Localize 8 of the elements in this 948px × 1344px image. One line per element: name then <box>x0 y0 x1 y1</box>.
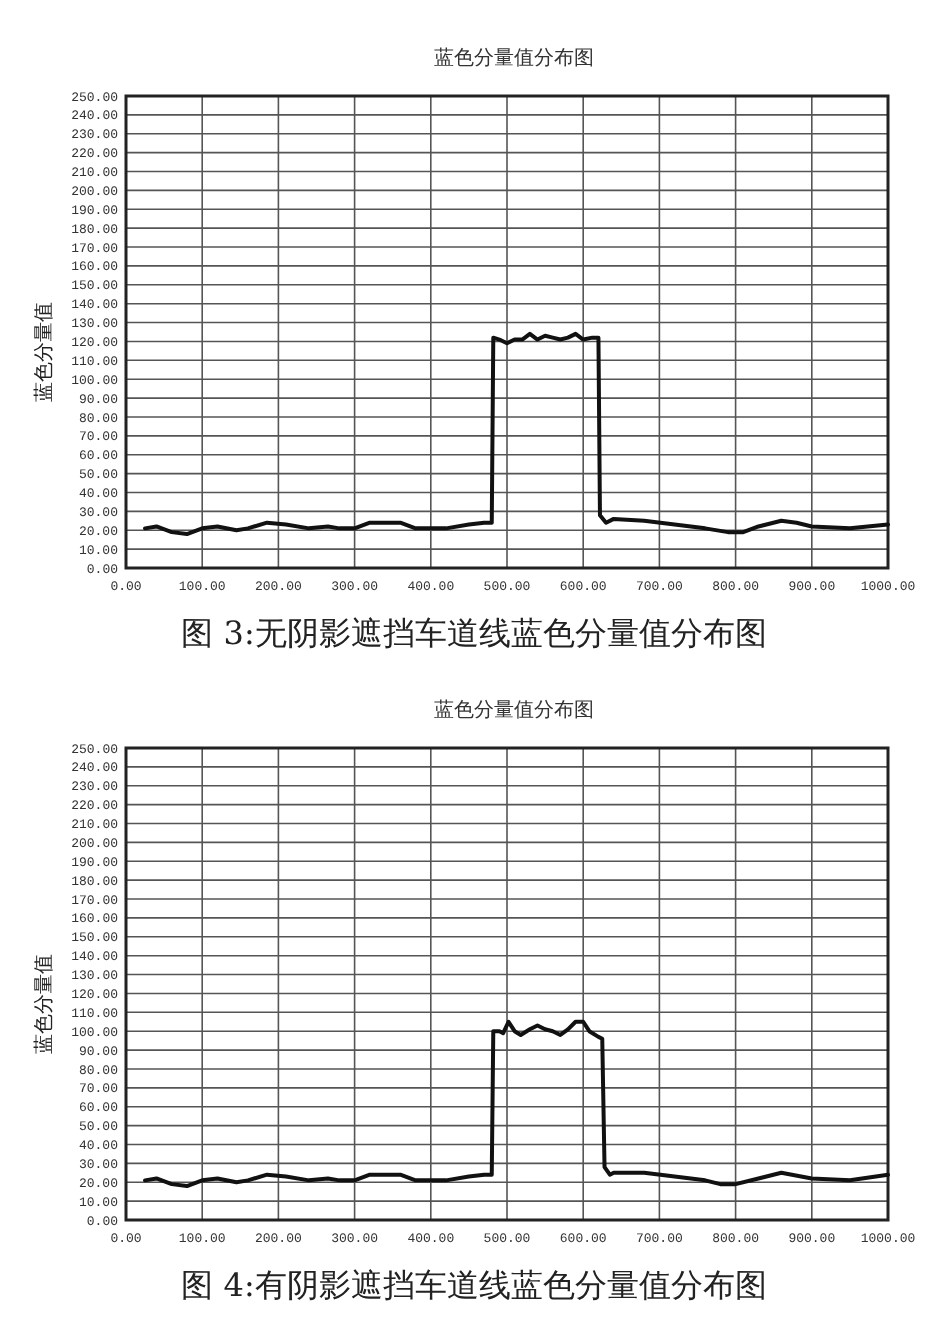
line-series <box>143 1019 890 1189</box>
line-series <box>143 331 890 537</box>
caption: 图 3:无阴影遮挡车道线蓝色分量值分布图 <box>181 614 767 652</box>
caption: 图 4:有阴影遮挡车道线蓝色分量值分布图 <box>181 1266 767 1304</box>
chart-title: 蓝色分量值分布图 <box>434 698 594 722</box>
chart-title: 蓝色分量值分布图 <box>434 46 594 70</box>
y-axis-title: 蓝色分量值 <box>32 954 56 1054</box>
y-axis-title: 蓝色分量值 <box>32 302 56 402</box>
